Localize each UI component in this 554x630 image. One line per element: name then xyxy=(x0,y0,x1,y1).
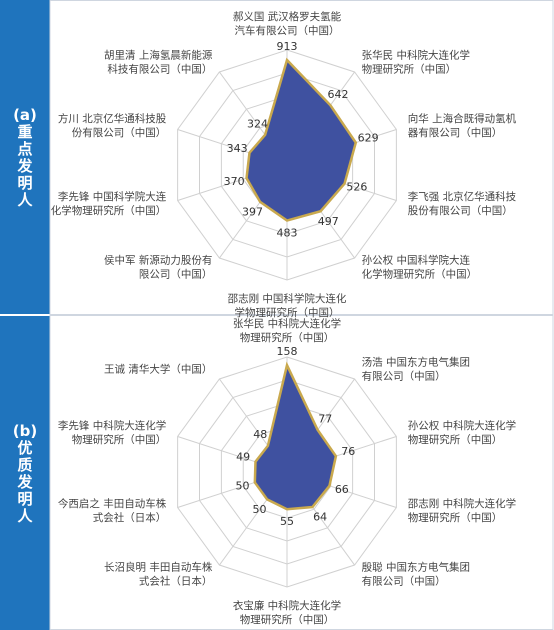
panel-border xyxy=(49,0,554,315)
value-label: 48 xyxy=(253,428,267,441)
category-label: 郝义国 武汉格罗夫氢能 xyxy=(233,10,342,23)
category-label: 衣宝廉 中科院大连化学 xyxy=(233,599,341,612)
value-label: 629 xyxy=(358,132,379,145)
category-label: 科技有限公司（中国） xyxy=(107,62,212,75)
side-panel: (a) 重点发明人 xyxy=(0,0,50,314)
category-label: 侯中军 新源动力股份有 xyxy=(104,254,212,267)
category-label: 物理研究所（中国） xyxy=(240,331,335,344)
value-label: 324 xyxy=(247,117,268,130)
category-label: 王诚 清华大学（中国） xyxy=(104,362,212,375)
radar-area xyxy=(253,361,338,511)
category-label: 化学物理研究所（中国） xyxy=(51,204,167,217)
value-label: 397 xyxy=(242,205,263,218)
category-label: 式会社（日本） xyxy=(93,511,167,524)
value-label: 642 xyxy=(328,88,349,101)
value-label: 526 xyxy=(346,181,367,194)
category-label: 向华 上海合既得动氢机 xyxy=(408,112,517,125)
category-label: 份有限公司（中国） xyxy=(72,126,167,139)
value-label: 370 xyxy=(224,175,245,188)
category-label: 长沼良明 丰田自动车株 xyxy=(104,561,213,574)
category-label: 汽车有限公司（中国） xyxy=(235,24,340,37)
value-label: 64 xyxy=(313,511,327,524)
radar-area xyxy=(245,57,358,222)
category-label: 有限公司（中国） xyxy=(362,369,446,382)
value-label: 343 xyxy=(227,142,248,155)
panel-title: 优质发明人 xyxy=(15,439,34,525)
category-label: 孙公权 中科院大连化学 xyxy=(408,419,516,432)
value-label: 66 xyxy=(335,483,349,496)
category-label: 李先锋 中国科学院大连 xyxy=(58,190,167,203)
category-label: 学物理研究所（中国） xyxy=(235,306,340,319)
category-label: 器有限公司（中国） xyxy=(408,126,503,139)
category-label: 化学物理研究所（中国） xyxy=(362,268,478,281)
category-label: 李先锋 中科院大连化学 xyxy=(58,419,166,432)
category-label: 物理研究所（中国） xyxy=(240,613,335,626)
panel-label: (a) xyxy=(13,105,37,124)
category-label: 股份有限公司（中国） xyxy=(408,204,513,217)
value-label: 55 xyxy=(280,515,294,528)
category-label: 胡里清 上海氢晨新能源 xyxy=(104,48,213,61)
category-label: 张华民 中科院大连化学 xyxy=(362,48,470,61)
category-label: 邵志刚 中科院大连化学 xyxy=(408,497,516,510)
value-label: 77 xyxy=(318,412,332,425)
category-label: 殷聪 中国东方电气集团 xyxy=(362,561,470,574)
panel-title: 重点发明人 xyxy=(15,123,34,209)
category-label: 孙公权 中国科学院大连 xyxy=(362,254,471,267)
side-panel: (b) 优质发明人 xyxy=(0,316,50,630)
value-label: 158 xyxy=(277,345,298,358)
category-label: 物理研究所（中国） xyxy=(72,433,167,446)
category-label: 有限公司（中国） xyxy=(362,575,446,588)
value-label: 49 xyxy=(236,451,250,464)
category-label: 物理研究所（中国） xyxy=(362,62,457,75)
value-label: 483 xyxy=(277,227,298,240)
value-label: 76 xyxy=(341,445,355,458)
category-label: 物理研究所（中国） xyxy=(408,511,503,524)
category-label: 张华民 中科院大连化学 xyxy=(233,317,341,330)
value-label: 50 xyxy=(235,479,249,492)
category-label: 物理研究所（中国） xyxy=(408,433,503,446)
value-label: 497 xyxy=(318,215,339,228)
category-label: 邵志刚 中国科学院大连化 xyxy=(228,292,347,305)
category-label: 李飞强 北京亿华通科技 xyxy=(408,190,517,203)
value-label: 913 xyxy=(277,40,298,53)
category-label: 式会社（日本） xyxy=(139,575,213,588)
category-label: 限公司（中国） xyxy=(139,268,213,281)
panel-label: (b) xyxy=(12,421,38,440)
category-label: 今西启之 丰田自动车株 xyxy=(58,497,167,510)
value-label: 50 xyxy=(252,503,266,516)
category-label: 汤浩 中国东方电气集团 xyxy=(362,355,470,368)
category-label: 方川 北京亿华通科技股 xyxy=(58,112,167,125)
